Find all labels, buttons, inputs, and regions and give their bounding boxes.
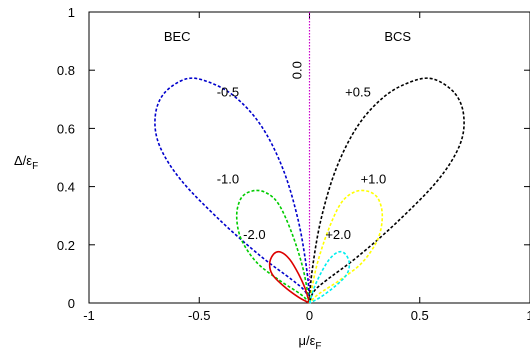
region-label-bec: BEC — [164, 29, 191, 44]
axis-ticks: -1 -0.5 0 0.5 1 0 0.2 0.4 0.6 0.8 1 — [57, 5, 530, 323]
x-tick-label: 0.5 — [411, 308, 429, 323]
y-tick-label: 1 — [68, 5, 75, 20]
series-curve-4 — [308, 189, 384, 304]
x-axis-label: μ/εF — [298, 333, 321, 351]
series-label-3: +0.5 — [345, 84, 371, 99]
series-curves — [154, 77, 465, 304]
y-tick-label: 0.6 — [57, 121, 75, 136]
series-label-0: -0.5 — [217, 84, 239, 99]
y-tick-label: 0.8 — [57, 63, 75, 78]
y-axis-label: Δ/εF — [14, 153, 38, 172]
zero-line-label: 0.0 — [290, 61, 305, 79]
series-label-4: +1.0 — [361, 172, 387, 187]
x-tick-label: -0.5 — [188, 308, 210, 323]
y-tick-label: 0.4 — [57, 180, 75, 195]
series-label-2: -2.0 — [243, 227, 265, 242]
series-curve-2 — [268, 250, 311, 304]
vertical-zero-line: 0.0 — [290, 12, 311, 303]
x-tick-label: -1 — [83, 308, 95, 323]
y-tick-label: 0 — [68, 296, 75, 311]
x-tick-label: 1 — [526, 308, 530, 323]
region-label-bcs: BCS — [384, 29, 411, 44]
series-label-1: -1.0 — [217, 172, 239, 187]
y-tick-label: 0.2 — [57, 238, 75, 253]
series-curve-5 — [308, 250, 351, 304]
series-curve-0 — [154, 77, 311, 304]
series-curve-3 — [308, 77, 465, 304]
x-tick-label: 0 — [306, 308, 313, 323]
series-curve-1 — [235, 189, 311, 304]
annotations: -0.5 -1.0 -2.0 +0.5 +1.0 +2.0 BEC BCS — [164, 29, 412, 242]
series-label-5: +2.0 — [325, 227, 351, 242]
